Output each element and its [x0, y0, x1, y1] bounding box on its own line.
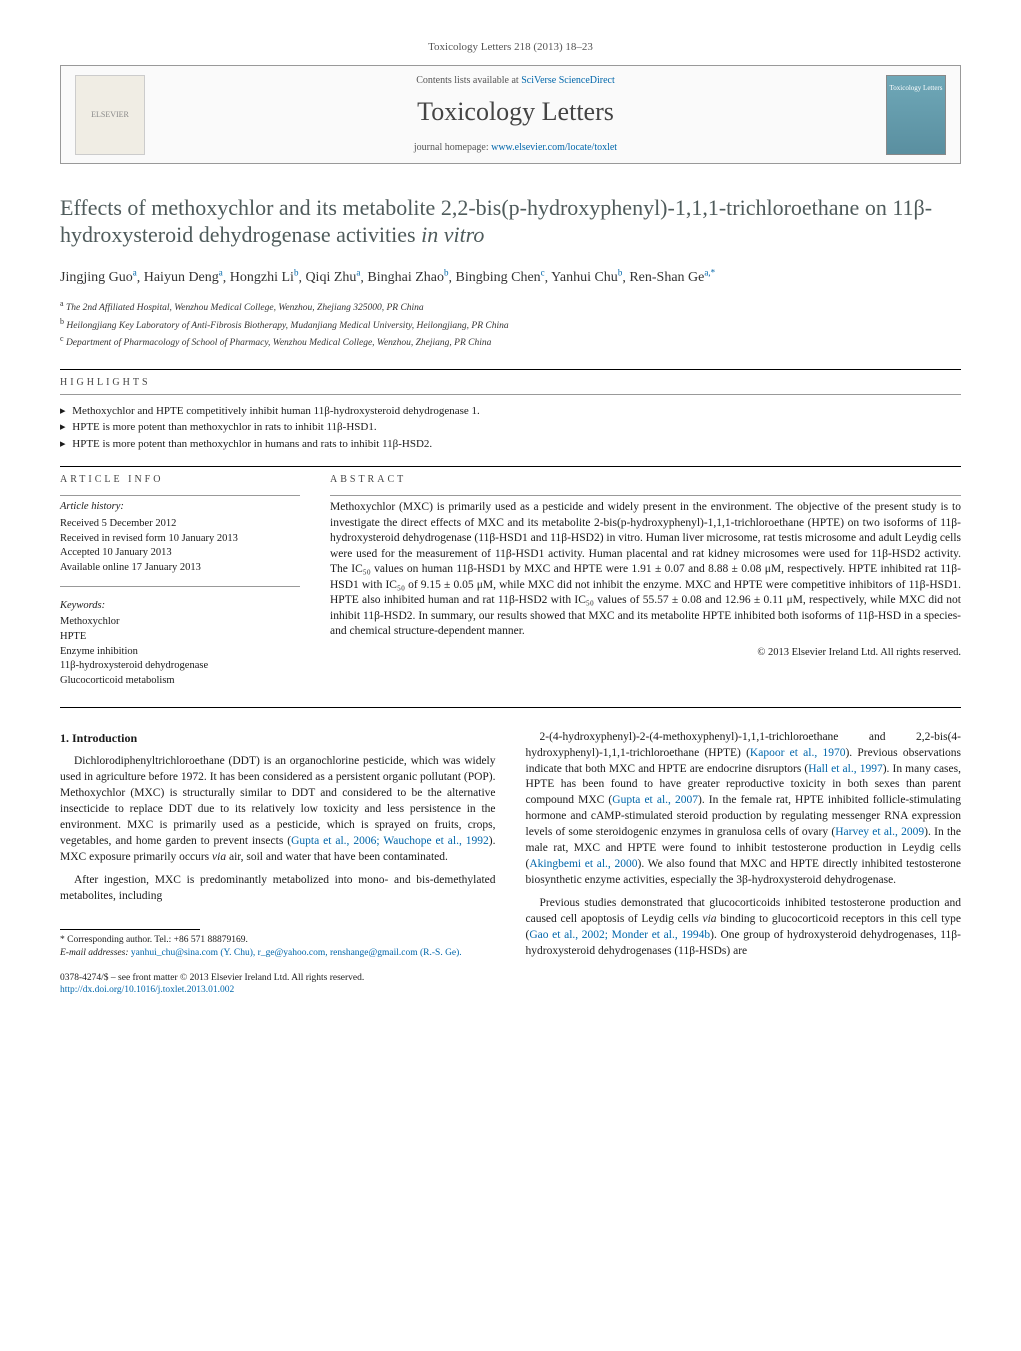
- author-affil-sup: a,*: [704, 268, 715, 278]
- history-item: Available online 17 January 2013: [60, 561, 300, 576]
- divider-thin: [60, 495, 300, 496]
- abstract-label: ABSTRACT: [330, 473, 961, 487]
- author-affil-sup: b: [294, 268, 299, 278]
- bullet-icon: ▸: [60, 421, 66, 433]
- divider-thin: [330, 495, 961, 496]
- email-label: E-mail addresses:: [60, 948, 131, 958]
- homepage-prefix: journal homepage:: [414, 142, 491, 153]
- history-item: Received 5 December 2012: [60, 517, 300, 532]
- author-affil-sup: a: [219, 268, 223, 278]
- divider-rule: [60, 707, 961, 708]
- abstract-col: ABSTRACT Methoxychlor (MXC) is primarily…: [330, 473, 961, 689]
- body-column-right: 2-(4-hydroxyphenyl)-2-(4-methoxyphenyl)-…: [526, 730, 962, 997]
- keyword: Enzyme inhibition: [60, 645, 300, 660]
- body-paragraph: Previous studies demonstrated that gluco…: [526, 896, 962, 959]
- bullet-icon: ▸: [60, 405, 66, 417]
- keyword: 11β-hydroxysteroid dehydrogenase: [60, 659, 300, 674]
- highlights-label: HIGHLIGHTS: [60, 376, 961, 390]
- body-paragraph: 2-(4-hydroxyphenyl)-2-(4-methoxyphenyl)-…: [526, 730, 962, 889]
- citation[interactable]: Akingbemi et al., 2000: [529, 858, 637, 870]
- bullet-icon: ▸: [60, 438, 66, 450]
- author-affil-sup: c: [541, 268, 545, 278]
- citation[interactable]: Hall et al., 1997: [808, 763, 882, 775]
- author: Haiyun Denga: [144, 270, 223, 285]
- author: Yanhui Chub: [551, 270, 622, 285]
- doi-link[interactable]: 10.1016/j.toxlet.2013.01.002: [124, 985, 234, 995]
- title-italic: in vitro: [421, 222, 484, 247]
- author: Qiqi Zhua: [305, 270, 360, 285]
- corr-emails[interactable]: yanhui_chu@sina.com (Y. Chu), r_ge@yahoo…: [131, 948, 462, 958]
- journal-header-box: ELSEVIER Contents lists available at Sci…: [60, 65, 961, 163]
- keyword: HPTE: [60, 630, 300, 645]
- highlight-item: ▸ HPTE is more potent than methoxychlor …: [60, 436, 961, 453]
- abstract-text: Methoxychlor (MXC) is primarily used as …: [330, 500, 961, 640]
- journal-homepage-link[interactable]: www.elsevier.com/locate/toxlet: [491, 142, 617, 153]
- affil-sup: a: [60, 299, 64, 308]
- keyword: Methoxychlor: [60, 615, 300, 630]
- divider-rule: [60, 369, 961, 370]
- intro-heading: 1. Introduction: [60, 730, 496, 747]
- author-affil-sup: a: [133, 268, 137, 278]
- history-item: Received in revised form 10 January 2013: [60, 532, 300, 547]
- copyright-line: © 2013 Elsevier Ireland Ltd. All rights …: [330, 646, 961, 661]
- affil-sup: b: [60, 317, 64, 326]
- body-paragraph: Dichlorodiphenyltrichloroethane (DDT) is…: [60, 754, 496, 865]
- citation[interactable]: Kapoor et al., 1970: [750, 747, 846, 759]
- publisher-logo: ELSEVIER: [75, 75, 145, 155]
- corr-author-label: * Corresponding author. Tel.: +86 571 88…: [60, 934, 496, 947]
- author: Bingbing Chenc: [456, 270, 545, 285]
- author: Binghai Zhaob: [367, 270, 448, 285]
- sciencedirect-link[interactable]: SciVerse ScienceDirect: [521, 75, 615, 86]
- highlight-item: ▸ Methoxychlor and HPTE competitively in…: [60, 403, 961, 420]
- citation[interactable]: Gupta et al., 2007: [612, 794, 698, 806]
- article-title-block: Effects of methoxychlor and its metaboli…: [60, 194, 961, 249]
- contents-available-line: Contents lists available at SciVerse Sci…: [145, 74, 886, 88]
- author-affil-sup: a: [356, 268, 360, 278]
- citation[interactable]: Harvey et al., 2009: [835, 826, 924, 838]
- author: Hongzhi Lib: [230, 270, 299, 285]
- footnote-rule: [60, 929, 200, 930]
- article-title: Effects of methoxychlor and its metaboli…: [60, 194, 961, 249]
- publisher-mark-text: ELSEVIER: [91, 109, 129, 120]
- author-affil-sup: b: [618, 268, 623, 278]
- body-two-column: 1. Introduction Dichlorodiphenyltrichlor…: [60, 730, 961, 997]
- citation[interactable]: Gupta et al., 2006; Wauchope et al., 199…: [291, 835, 489, 847]
- author: Ren-Shan Gea,*: [629, 270, 715, 285]
- journal-homepage-line: journal homepage: www.elsevier.com/locat…: [145, 141, 886, 155]
- affil-sup: c: [60, 334, 64, 343]
- highlights-list: ▸ Methoxychlor and HPTE competitively in…: [60, 403, 961, 453]
- keywords-label: Keywords:: [60, 599, 300, 614]
- keyword: Glucocorticoid metabolism: [60, 674, 300, 689]
- history-label: Article history:: [60, 500, 300, 515]
- affiliation: a The 2nd Affiliated Hospital, Wenzhou M…: [60, 298, 961, 315]
- article-info-col: ARTICLE INFO Article history: Received 5…: [60, 473, 300, 689]
- journal-reference: Toxicology Letters 218 (2013) 18–23: [60, 40, 961, 55]
- author: Jingjing Guoa: [60, 270, 137, 285]
- affiliation: b Heilongjiang Key Laboratory of Anti-Fi…: [60, 316, 961, 333]
- contents-prefix: Contents lists available at: [416, 75, 521, 86]
- info-abstract-row: ARTICLE INFO Article history: Received 5…: [60, 473, 961, 689]
- citation[interactable]: Gao et al., 2002; Monder et al., 1994b: [529, 929, 710, 941]
- corresponding-author-block: * Corresponding author. Tel.: +86 571 88…: [60, 929, 496, 960]
- header-center: Contents lists available at SciVerse Sci…: [145, 74, 886, 154]
- author-affil-sup: b: [444, 268, 449, 278]
- journal-name: Toxicology Letters: [145, 94, 886, 130]
- divider-rule: [60, 466, 961, 467]
- affiliation: c Department of Pharmacology of School o…: [60, 333, 961, 350]
- history-item: Accepted 10 January 2013: [60, 546, 300, 561]
- title-main: Effects of methoxychlor and its metaboli…: [60, 195, 932, 248]
- doi-prefix: http://dx.doi.org/: [60, 985, 124, 995]
- affiliations-list: a The 2nd Affiliated Hospital, Wenzhou M…: [60, 298, 961, 350]
- body-column-left: 1. Introduction Dichlorodiphenyltrichlor…: [60, 730, 496, 997]
- front-matter-line: 0378-4274/$ – see front matter © 2013 El…: [60, 972, 496, 984]
- divider-thin: [60, 394, 961, 395]
- article-info-label: ARTICLE INFO: [60, 473, 300, 487]
- doi-block: 0378-4274/$ – see front matter © 2013 El…: [60, 972, 496, 997]
- journal-cover-thumb: Toxicology Letters: [886, 75, 946, 155]
- highlight-item: ▸ HPTE is more potent than methoxychlor …: [60, 419, 961, 436]
- author-list: Jingjing Guoa, Haiyun Denga, Hongzhi Lib…: [60, 267, 961, 289]
- cover-label: Toxicology Letters: [890, 84, 943, 94]
- body-paragraph: After ingestion, MXC is predominantly me…: [60, 873, 496, 905]
- divider-thin: [60, 586, 300, 587]
